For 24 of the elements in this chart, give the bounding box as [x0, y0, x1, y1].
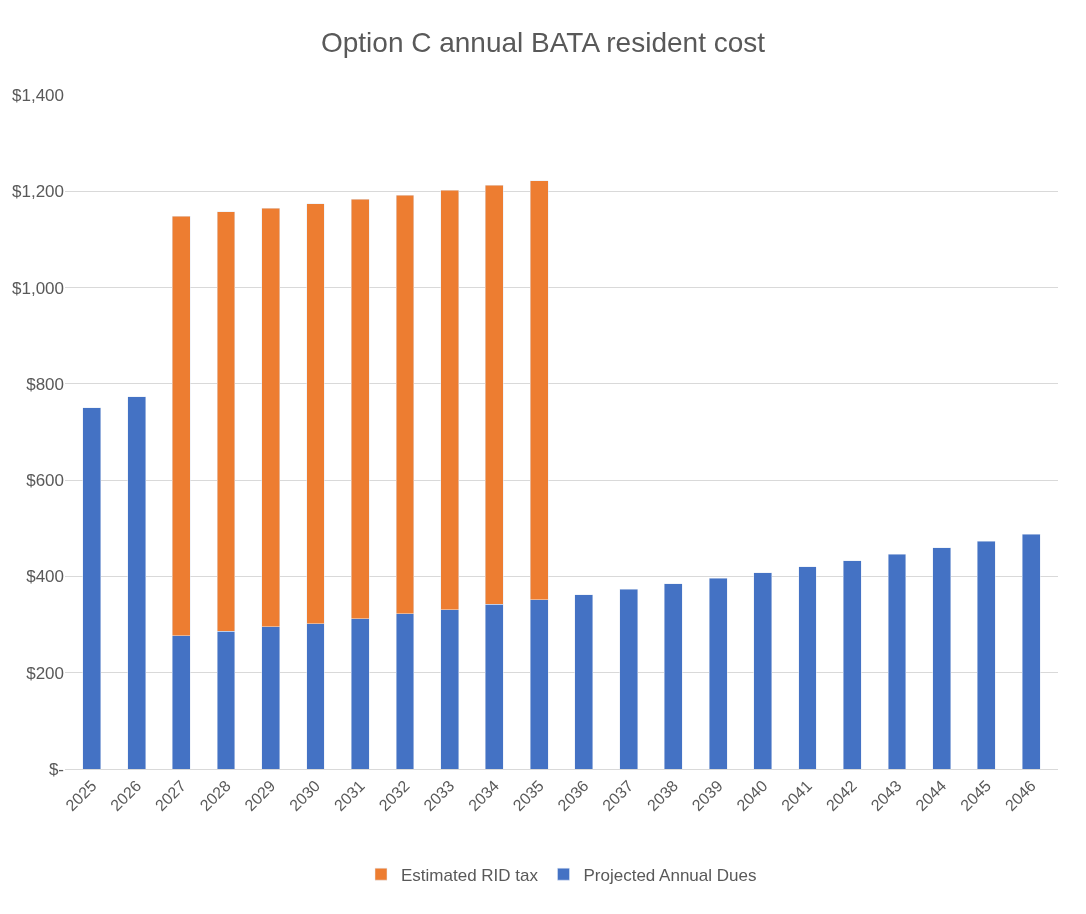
legend-label: Estimated RID tax	[401, 865, 539, 885]
y-tick-label: $400	[26, 567, 64, 587]
bar	[977, 541, 996, 769]
y-tick-label: $600	[26, 471, 64, 491]
y-tick-label: $1,400	[12, 85, 64, 105]
y-tick-label: $1,000	[12, 278, 64, 298]
y-tick-label: $800	[26, 374, 64, 394]
bar	[127, 396, 146, 769]
bar	[664, 583, 683, 769]
y-tick-label: $-	[48, 759, 64, 779]
chart-title: Option C annual BATA resident cost	[320, 26, 766, 58]
bar	[1021, 533, 1041, 769]
y-tick-label: $1,200	[12, 182, 64, 202]
y-tick-label: $200	[26, 663, 64, 683]
legend-label: Projected Annual Dues	[583, 865, 757, 885]
bar	[753, 572, 772, 769]
bar	[574, 594, 594, 769]
bar	[932, 547, 951, 769]
bar	[843, 560, 862, 769]
bar	[619, 589, 638, 769]
bar	[82, 407, 102, 769]
bar	[798, 566, 817, 769]
bar	[887, 554, 907, 769]
bar	[708, 578, 728, 769]
